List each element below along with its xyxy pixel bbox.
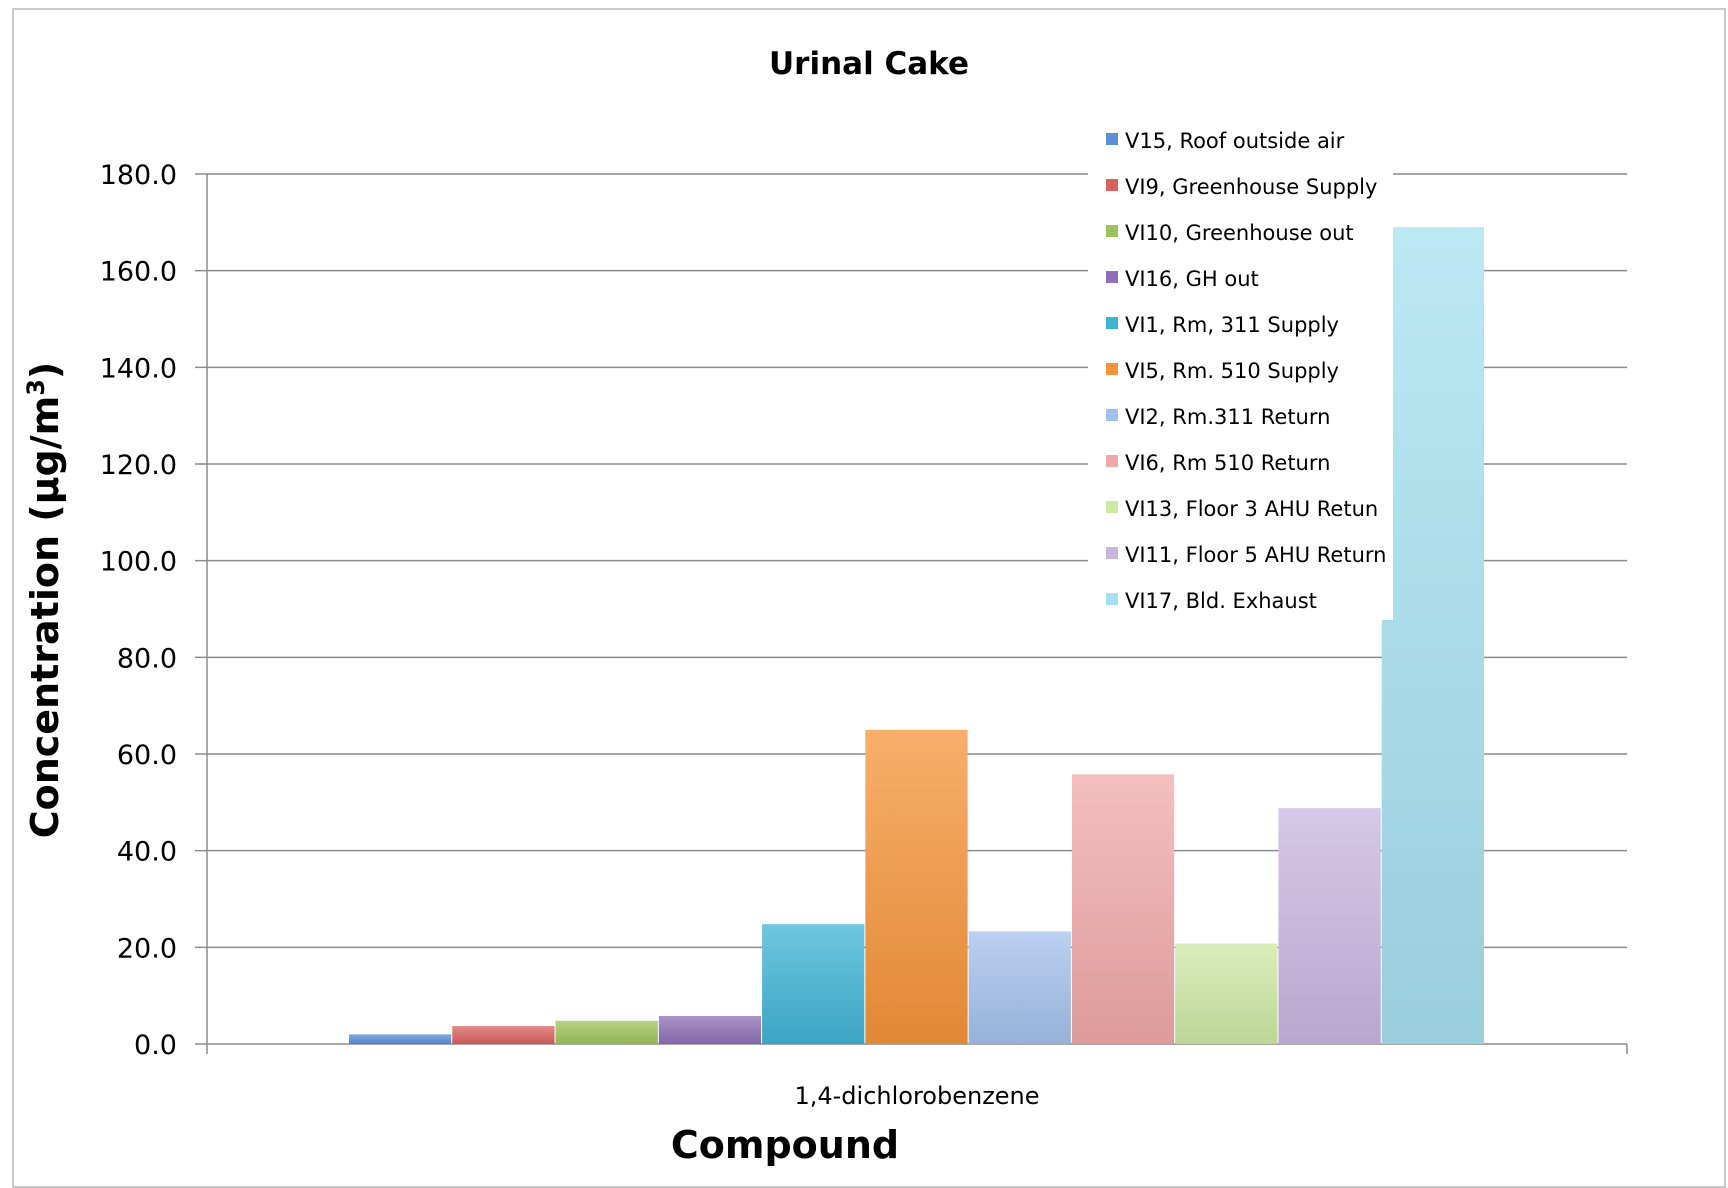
- y-tick-label: 120.0: [100, 450, 177, 481]
- legend-swatch: [1106, 501, 1118, 513]
- legend-label: VI17, Bld. Exhaust: [1125, 589, 1317, 613]
- y-tick-label: 20.0: [117, 933, 177, 964]
- legend: V15, Roof outside air VI9, Greenhouse Sup…: [1106, 129, 1386, 613]
- legend-swatch: [1106, 133, 1118, 145]
- y-tick-label: 40.0: [117, 837, 177, 868]
- bar: [349, 1034, 452, 1044]
- legend-label: VI6, Rm 510 Return: [1125, 451, 1330, 475]
- x-axis-title: Compound: [671, 1123, 899, 1167]
- x-category-labels: 1,4-dichlorobenzene: [794, 1082, 1039, 1110]
- y-axis-title-main: Concentration (µg/m: [23, 396, 67, 839]
- y-tick-label: 180.0: [100, 160, 177, 191]
- legend-swatch: [1106, 317, 1118, 329]
- y-axis-title-suffix: ): [23, 362, 67, 379]
- legend-swatch: [1106, 409, 1118, 421]
- chart-title: Urinal Cake: [769, 46, 969, 82]
- legend-label: V15, Roof outside air: [1125, 129, 1345, 153]
- legend-label: VI5, Rm. 510 Supply: [1125, 359, 1339, 383]
- bar: [968, 931, 1071, 1044]
- y-tick-label: 60.0: [117, 740, 177, 771]
- x-category-label: 1,4-dichlorobenzene: [794, 1082, 1039, 1110]
- bar: [1071, 774, 1175, 1044]
- bar: [555, 1020, 658, 1044]
- y-tick-label: 100.0: [100, 547, 177, 578]
- y-tick-labels: 0.0 20.0 40.0 60.0 80.0 100.0 120.0 140.0 160.0 1…: [100, 160, 177, 1061]
- legend-label: VI13, Floor 3 AHU Retun: [1125, 497, 1378, 521]
- bar: [658, 1015, 762, 1044]
- legend-swatch: [1106, 179, 1118, 191]
- bar: [1278, 808, 1381, 1044]
- bar: [452, 1026, 555, 1044]
- legend-label: VI9, Greenhouse Supply: [1125, 175, 1377, 199]
- y-tick-label: 160.0: [100, 257, 177, 288]
- bar: [762, 924, 865, 1044]
- y-tick-label: 140.0: [100, 353, 177, 384]
- legend-label: VI1, Rm, 311 Supply: [1125, 313, 1339, 337]
- y-axis-title: Concentration (µg/m3): [22, 362, 67, 839]
- legend-label: VI2, Rm.311 Return: [1125, 405, 1330, 429]
- legend-swatch: [1106, 593, 1118, 605]
- legend-label: VI11, Floor 5 AHU Return: [1125, 543, 1386, 567]
- legend-swatch: [1106, 271, 1118, 283]
- y-tick-label: 80.0: [117, 643, 177, 674]
- bar: [1175, 943, 1278, 1044]
- legend-label: VI10, Greenhouse out: [1125, 221, 1354, 245]
- legend-label: VI16, GH out: [1125, 267, 1259, 291]
- bar: [865, 729, 968, 1044]
- bar: [1381, 227, 1484, 1044]
- legend-swatch: [1106, 547, 1118, 559]
- legend-swatch: [1106, 225, 1118, 237]
- y-axis-title-superscript: 3: [22, 379, 50, 396]
- y-tick-label: 0.0: [134, 1030, 177, 1061]
- bars: [349, 227, 1484, 1044]
- legend-background: [1088, 122, 1393, 620]
- legend-swatch: [1106, 455, 1118, 467]
- legend-swatch: [1106, 363, 1118, 375]
